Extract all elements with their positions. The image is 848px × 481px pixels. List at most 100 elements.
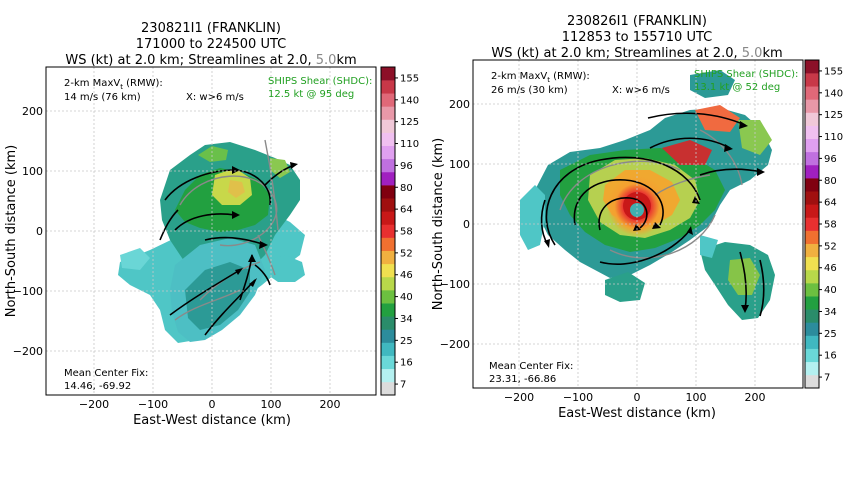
colorbar-segment: [805, 178, 819, 192]
colorbar-segment: [381, 171, 395, 186]
colorbar-segment: [805, 335, 819, 349]
x-tick-label: 0: [209, 398, 216, 411]
colorbar-tick-label: 80: [824, 176, 837, 187]
colorbar-tick-label: 110: [824, 132, 843, 143]
colorbar-segment: [805, 138, 819, 153]
colorbar-segment: [381, 329, 395, 343]
y-tick-label: 200: [449, 98, 470, 111]
x-tick-label: −200: [79, 398, 109, 411]
colorbar-segment: [381, 368, 395, 383]
shear-value: 12.5 kt @ 95 deg: [268, 89, 354, 100]
plot-frame: [45, 66, 377, 396]
colorbar-tick-label: 40: [400, 292, 413, 303]
left-panel: 230821I1 (FRANKLIN) 171000 to 224500 UTC…: [4, 21, 419, 428]
colorbar-segment: [805, 230, 819, 244]
shear-label: SHIPS Shear (SHDC):: [268, 76, 372, 87]
wind-speed-field: [520, 70, 775, 320]
y-tick-label: 200: [22, 105, 43, 118]
colorbar-tick-label: 58: [824, 220, 837, 231]
y-tick-label: 0: [463, 218, 470, 231]
colorbar-segment: [805, 283, 819, 297]
colorbar-tick-label: 155: [824, 66, 843, 77]
x-tick-label: 100: [261, 398, 282, 411]
colorbar-tick-label: 96: [824, 154, 837, 165]
panel-title-line1: 230826I1 (FRANKLIN): [567, 14, 707, 29]
colorbar-tick-label: 52: [400, 248, 413, 259]
y-tick-label: 100: [22, 165, 43, 178]
colorbar-tick-label: 34: [824, 307, 837, 318]
wind-speed-field: [118, 142, 305, 343]
colorbar-segment: [381, 158, 395, 173]
panel-title-line3: WS (kt) at 2.0 km; Streamlines at 2.0, 5…: [491, 46, 782, 61]
y-tick-label: 0: [36, 225, 43, 238]
colorbar-segment: [805, 204, 819, 218]
colorbar-segment: [381, 67, 395, 81]
colorbar-segment: [805, 191, 819, 205]
colorbar-segment: [381, 224, 395, 238]
y-axis-label: North-South distance (km): [4, 145, 19, 318]
colorbar-segment: [381, 381, 395, 396]
colorbar-segment: [805, 151, 819, 166]
colorbar-tick-label: 125: [824, 110, 843, 121]
y-tick-label: −200: [440, 338, 470, 351]
streamlines: [540, 112, 765, 317]
colorbar-tick-label: 125: [400, 117, 419, 128]
shear-label: SHIPS Shear (SHDC):: [694, 69, 798, 80]
colorbar-segment: [381, 132, 395, 147]
colorbar-segment: [805, 243, 819, 258]
colorbar-segment: [805, 125, 819, 140]
x-axis-label: East-West distance (km): [133, 413, 291, 428]
colorbar-tick-label: 64: [400, 205, 413, 216]
colorbar-tick-label: 140: [400, 95, 419, 106]
shear-value: 13.1 kt @ 52 deg: [694, 82, 780, 93]
colorbar-tick-label: 34: [400, 314, 413, 325]
colorbar-segment: [381, 145, 395, 160]
colorbar-segment: [381, 237, 395, 251]
colorbar-segment: [381, 80, 395, 94]
x-tick-label: 0: [634, 391, 641, 404]
panel-title-line2: 112853 to 155710 UTC: [562, 30, 712, 45]
colorbar-segment: [805, 99, 819, 113]
colorbar-segment: [805, 112, 819, 126]
panel-title-line3: WS (kt) at 2.0 km; Streamlines at 2.0, 5…: [65, 53, 356, 68]
colorbar-tick-label: 96: [400, 161, 413, 172]
colorbar-tick-label: 80: [400, 183, 413, 194]
colorbar-tick-label: 58: [400, 227, 413, 238]
vertical-velocity-label: X: w>6 m/s: [186, 92, 244, 103]
max-wind-value: 26 m/s (30 km): [491, 85, 568, 96]
colorbar-segment: [805, 348, 819, 363]
colorbar-tick-label: 140: [824, 88, 843, 99]
colorbar-segment: [381, 316, 395, 330]
colorbar-tick-label: 16: [824, 351, 837, 362]
x-tick-label: 200: [745, 391, 766, 404]
colorbar-segment: [381, 185, 395, 199]
x-tick-label: 100: [686, 391, 707, 404]
colorbar-tick-label: 40: [824, 285, 837, 296]
colorbar-segment: [381, 290, 395, 304]
colorbar-segment: [381, 198, 395, 212]
streamline-arrows: [232, 162, 298, 287]
colorbar-segment: [381, 303, 395, 317]
colorbar-tick-label: 25: [400, 336, 413, 347]
colorbar-tick-label: 16: [400, 358, 413, 369]
center-fix-label: Mean Center Fix:: [64, 368, 148, 379]
plot-frame: [472, 59, 804, 389]
y-tick-label: −100: [440, 278, 470, 291]
colorbar-segment: [805, 164, 819, 179]
x-tick-label: 200: [320, 398, 341, 411]
colorbar-tick-label: 7: [824, 373, 830, 384]
colorbar-tick-label: 25: [824, 329, 837, 340]
colorbar-segment: [805, 60, 819, 74]
x-tick-label: −100: [138, 398, 168, 411]
colorbar-tick-label: 155: [400, 73, 419, 84]
y-tick-label: −200: [13, 345, 43, 358]
colorbar: 7 16 25 34 40 46 52 58 64 80 96 110 125 140 155: [380, 66, 419, 396]
colorbar: 7 16 25 34 40 46 52 58 64 80 96 110 125 140 155: [804, 59, 843, 389]
vertical-velocity-label: X: w>6 m/s: [612, 85, 670, 96]
colorbar-segment: [805, 217, 819, 231]
colorbar-segment: [381, 342, 395, 356]
colorbar-tick-label: 110: [400, 139, 419, 150]
colorbar-segment: [805, 374, 819, 389]
colorbar-segment: [805, 296, 819, 310]
